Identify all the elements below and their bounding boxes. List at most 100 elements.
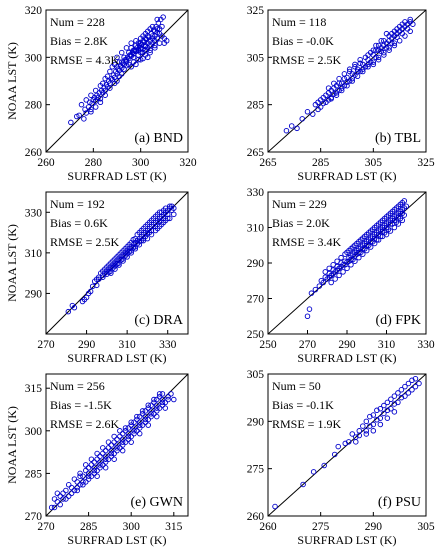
data-point: [154, 26, 160, 32]
data-point: [88, 92, 94, 98]
data-point: [145, 402, 151, 408]
data-point: [385, 226, 392, 233]
data-point: [335, 443, 341, 450]
data-point: [346, 68, 353, 75]
x-axis-label: SURFRAD LST (K): [67, 169, 166, 183]
data-point: [125, 430, 132, 437]
data-point: [304, 313, 311, 320]
points: [68, 14, 170, 126]
data-point: [357, 56, 363, 63]
x-tick-label: 330: [417, 339, 435, 351]
data-point: [85, 473, 92, 479]
data-point: [401, 212, 408, 218]
data-point: [151, 399, 157, 406]
data-point: [80, 479, 86, 485]
data-point: [360, 235, 366, 241]
data-point: [321, 462, 327, 469]
data-point: [162, 399, 169, 406]
data-point: [398, 387, 405, 393]
data-point: [128, 419, 134, 426]
data-point: [304, 109, 311, 115]
data-point: [402, 33, 408, 39]
data-point: [375, 42, 382, 49]
data-point: [344, 79, 350, 85]
x-axis-label: SURFRAD LST (K): [67, 351, 166, 365]
data-point: [102, 75, 108, 82]
data-point: [123, 56, 130, 63]
y-axis-label: NOAA LST (K): [5, 42, 19, 120]
data-point: [158, 221, 165, 228]
y-tick-label: 310: [247, 223, 265, 235]
data-point: [360, 68, 366, 75]
data-point: [395, 390, 401, 396]
panel-label: (f) PSU: [378, 495, 421, 510]
data-point: [328, 279, 334, 286]
data-point: [154, 16, 160, 23]
data-point: [119, 442, 126, 448]
y-tick-label: 320: [25, 5, 43, 17]
data-point: [391, 393, 398, 399]
data-point: [377, 421, 384, 428]
data-point: [379, 224, 386, 231]
plot-frame: [267, 9, 427, 153]
data-point: [100, 450, 106, 457]
data-point: [74, 479, 80, 485]
data-point: [83, 462, 89, 468]
data-point: [102, 459, 109, 465]
data-point: [354, 251, 360, 257]
data-point: [151, 396, 157, 403]
points: [272, 375, 422, 510]
data-point: [384, 399, 391, 406]
data-point: [94, 450, 100, 457]
data-point: [54, 499, 61, 505]
y-tick-label: 290: [247, 258, 265, 270]
stat-bias: Bias = -0.1K: [272, 398, 334, 412]
y-tick-label: 290: [25, 288, 43, 300]
data-point: [325, 85, 332, 91]
stat-bias: Bias = 2.0K: [272, 216, 330, 230]
data-point: [100, 272, 106, 278]
data-point: [370, 47, 377, 53]
data-point: [363, 431, 370, 437]
data-point: [145, 422, 151, 428]
stat-num: Num = 192: [50, 197, 105, 211]
data-point: [370, 412, 377, 418]
x-tick-label: 300: [132, 157, 150, 169]
data-point: [370, 428, 377, 434]
data-point: [111, 456, 117, 462]
data-point: [154, 405, 160, 411]
data-point: [111, 433, 117, 440]
data-point: [74, 487, 80, 494]
data-point: [105, 456, 112, 462]
x-axis-label: SURFRAD LST (K): [297, 533, 396, 547]
data-point: [348, 246, 354, 252]
stat-bias: Bias = 0.6K: [50, 216, 108, 230]
data-point: [108, 453, 115, 460]
data-point: [387, 210, 394, 217]
data-point: [367, 228, 374, 234]
y-tick-label: 260: [25, 147, 43, 159]
data-point: [405, 380, 412, 387]
data-point: [128, 40, 134, 46]
data-point: [48, 504, 55, 511]
data-point: [80, 482, 86, 488]
data-point: [412, 383, 419, 390]
data-point: [152, 38, 158, 44]
stat-bias: Bias = -0.0K: [272, 34, 334, 48]
x-tick-label: 285: [80, 521, 98, 533]
data-point: [320, 100, 327, 107]
data-point: [60, 496, 66, 502]
x-tick-label: 290: [338, 339, 356, 351]
one-to-one-line: [46, 10, 188, 152]
stat-num: Num = 118: [272, 15, 326, 29]
data-point: [373, 47, 379, 53]
data-point: [92, 104, 99, 110]
data-point: [85, 470, 92, 477]
data-point: [100, 445, 106, 451]
data-point: [77, 473, 83, 479]
points: [283, 16, 416, 134]
plot-frame: [45, 9, 189, 153]
x-tick-label: 305: [365, 157, 383, 169]
data-point: [124, 248, 130, 254]
